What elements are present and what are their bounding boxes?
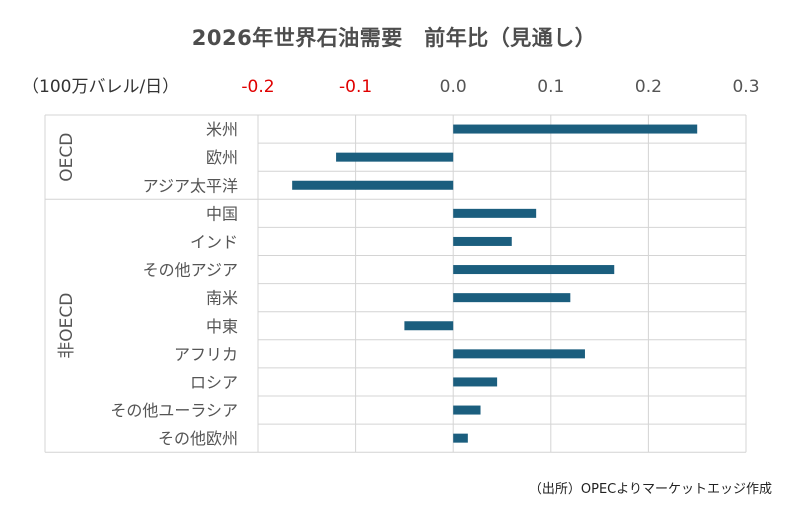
- category-label: アフリカ: [174, 345, 238, 364]
- x-tick-label: 0.1: [537, 77, 564, 97]
- category-label: その他欧州: [158, 429, 238, 448]
- chart-title: 2026年世界石油需要 前年比（見通し）: [191, 26, 597, 50]
- group-label: OECD: [57, 133, 77, 182]
- group-label: 非OECD: [57, 293, 77, 359]
- x-tick-label: 0.0: [440, 77, 467, 97]
- bar: [453, 405, 481, 415]
- x-tick-label: -0.2: [241, 77, 274, 97]
- category-label: 中東: [206, 317, 238, 336]
- category-label: その他ユーラシア: [110, 401, 238, 420]
- source-note: （出所）OPECよりマーケットエッジ作成: [528, 482, 772, 497]
- bar: [453, 433, 468, 443]
- category-label: ロシア: [190, 373, 238, 392]
- bar: [453, 349, 585, 359]
- x-tick-label: 0.3: [732, 77, 759, 97]
- bar: [453, 377, 498, 387]
- category-label: その他アジア: [143, 261, 238, 280]
- x-tick-label: 0.2: [635, 77, 662, 97]
- bar: [292, 180, 454, 190]
- category-label: 南米: [206, 289, 238, 308]
- category-label: 米州: [206, 120, 238, 139]
- bar: [453, 265, 615, 275]
- bar: [404, 321, 454, 331]
- x-tick-label: -0.1: [339, 77, 372, 97]
- bar: [453, 236, 512, 246]
- category-label: インド: [190, 232, 238, 251]
- bar: [453, 208, 537, 218]
- bar: [336, 152, 454, 162]
- category-label: アジア太平洋: [143, 176, 238, 195]
- unit-label: （100万バレル/日）: [22, 77, 180, 97]
- category-label: 欧州: [206, 148, 238, 167]
- bar: [453, 124, 698, 134]
- category-label: 中国: [206, 204, 238, 223]
- bar: [453, 293, 571, 303]
